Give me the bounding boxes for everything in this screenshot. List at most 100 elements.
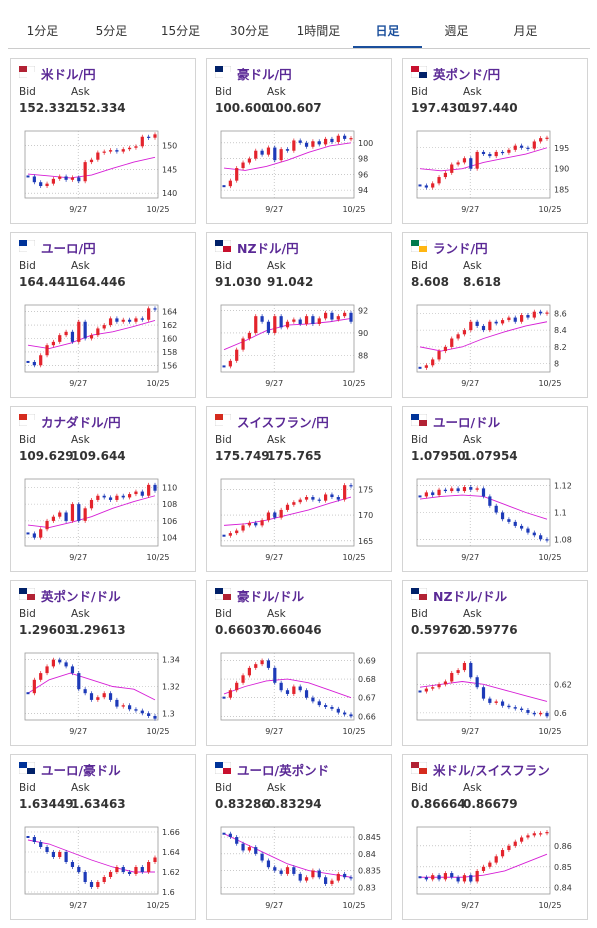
tab[interactable]: 5分足 [95,24,128,38]
candle [102,325,106,329]
y-tick-label: 1.6 [162,888,175,897]
pair-name[interactable]: ユーロ/英ポンド [237,763,330,778]
candle [343,312,347,317]
candle [83,508,87,521]
candle [89,693,94,700]
candle [260,520,264,526]
y-tick-label: 1.66 [162,828,180,837]
candle [83,321,87,339]
y-tick-label: 0.69 [358,656,376,665]
pair-name[interactable]: 英ポンド/ドル [41,589,121,604]
mini-chart: 165 170 175 9/27 10/25 [220,478,373,562]
y-tick-label: 0.66 [358,712,376,721]
tab[interactable]: 15分足 [160,24,201,38]
flag-part [27,420,35,426]
tab[interactable]: 週足 [444,24,469,38]
candle [108,150,113,152]
y-tick-label: 8.4 [554,326,567,335]
tab[interactable]: 1時間足 [296,24,341,38]
ask-label: Ask [71,608,90,620]
candle [51,659,55,667]
bid-value: 0.66037 [215,623,270,637]
candle [298,686,302,691]
flag-part [215,414,223,420]
pair-name[interactable]: カナダドル/円 [41,415,121,430]
flag-icon [19,240,35,252]
candle [273,316,277,333]
bid-value: 8.608 [411,275,449,289]
candle [343,135,347,139]
flag-part [411,762,419,768]
candle [266,512,271,521]
tab[interactable]: 日足 [353,14,422,48]
tab[interactable]: 30分足 [229,24,270,38]
y-tick-label: 8.6 [554,309,567,318]
moving-average [223,678,352,699]
tab[interactable]: 月足 [513,24,538,38]
ask-value: 1.07954 [463,449,518,463]
pair-name[interactable]: 英ポンド/円 [433,67,501,82]
y-tick-label: 108 [162,500,177,509]
flag-part [19,240,27,246]
candle [443,681,447,685]
pair-name[interactable]: ユーロ/円 [41,241,96,256]
pair-name[interactable]: 豪ドル/円 [237,67,292,82]
flag-part [223,72,231,78]
candle [500,151,505,154]
candle [343,485,347,500]
candle [462,487,467,492]
candle [539,311,543,314]
candle [241,162,245,169]
x-tick-label: 10/25 [342,901,365,910]
candle [526,835,530,838]
candle [83,162,87,182]
candle [128,872,132,874]
moving-average [27,495,156,529]
candle [222,185,226,188]
pair-name[interactable]: ユーロ/ドル [433,415,501,430]
flag-part [215,762,223,768]
moving-average [27,672,156,701]
flag-part [411,240,419,246]
bid-value: 197.430 [411,101,466,115]
pair-name[interactable]: 米ドル/円 [41,67,96,82]
pair-name[interactable]: NZドル/円 [237,241,299,256]
quote-card: 英ポンド/円 Bid Ask 197.430 197.440 185 190 195 9/27 1… [402,58,588,224]
candle [279,682,283,691]
ask-label: Ask [267,86,286,98]
tab[interactable]: 1分足 [26,24,59,38]
candle [228,833,232,838]
candle [279,149,283,161]
candle [475,488,479,490]
ask-value: 8.618 [463,275,501,289]
candle [317,318,321,324]
candle [121,319,125,322]
candle [153,715,157,719]
ask-value: 91.042 [267,275,314,289]
candle [418,184,422,187]
candle [64,512,68,521]
pair-name[interactable]: スイスフラン/円 [237,415,329,430]
candle [469,487,473,490]
candle [462,158,467,163]
candle [494,856,498,863]
candle [32,176,36,183]
candle [304,690,309,698]
pair-name[interactable]: NZドル/ドル [433,589,508,604]
pair-name[interactable]: ユーロ/豪ドル [41,763,121,778]
candle [311,316,315,324]
ask-value: 0.86679 [463,797,518,811]
pair-name[interactable]: 豪ドル/ドル [237,589,305,604]
candle [102,151,106,153]
bid-value: 100.600 [215,101,270,115]
moving-average [420,853,548,878]
quote-card: ユーロ/円 Bid Ask 164.441 164.446 156 158 160 162 164… [10,232,196,398]
candle [513,707,517,709]
y-tick-label: 0.84 [554,884,572,893]
candle [469,158,473,169]
pair-name[interactable]: ランド/円 [433,241,488,256]
candle [89,882,94,887]
pair-name[interactable]: 米ドル/スイスフラン [433,763,550,778]
candle [285,867,290,874]
candle [147,308,151,320]
